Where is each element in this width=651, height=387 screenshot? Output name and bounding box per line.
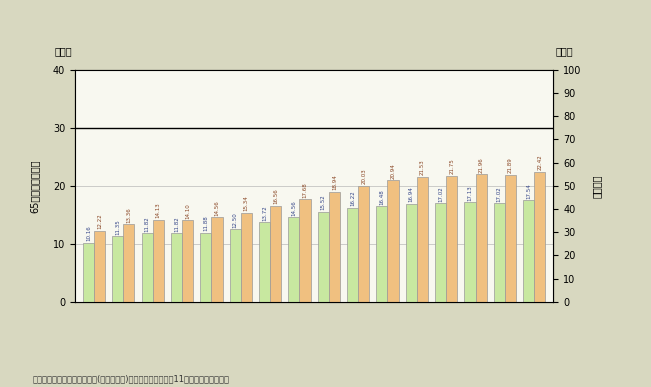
Text: 83.59: 83.59 xyxy=(408,99,426,104)
Bar xyxy=(376,206,387,302)
Bar xyxy=(230,229,241,302)
Bar xyxy=(212,217,223,302)
Text: 20.03: 20.03 xyxy=(361,168,367,184)
Text: 80.48: 80.48 xyxy=(290,106,308,111)
Text: 15.52: 15.52 xyxy=(321,195,326,210)
Text: （年）: （年） xyxy=(556,46,574,56)
Text: 77.10: 77.10 xyxy=(496,113,514,118)
Text: 71.73: 71.73 xyxy=(232,127,249,132)
Bar xyxy=(112,236,123,302)
Text: 11.35: 11.35 xyxy=(115,219,120,235)
Bar xyxy=(523,200,534,302)
Bar xyxy=(141,233,152,302)
Text: 17.54: 17.54 xyxy=(526,183,531,199)
Bar xyxy=(288,217,299,302)
Text: 11.88: 11.88 xyxy=(203,216,208,231)
Text: （年）: （年） xyxy=(55,46,72,56)
Text: 50.06: 50.06 xyxy=(85,177,103,182)
Text: 76.89: 76.89 xyxy=(232,115,249,120)
Bar xyxy=(123,224,135,302)
Text: 12.50: 12.50 xyxy=(232,212,238,228)
Text: 76.38: 76.38 xyxy=(379,115,396,120)
Text: 平均寿命: 平均寿命 xyxy=(591,174,602,197)
Text: 18.94: 18.94 xyxy=(332,175,337,190)
Bar xyxy=(241,213,252,302)
Text: 16.56: 16.56 xyxy=(273,188,278,204)
Text: 63.60: 63.60 xyxy=(115,146,132,151)
Bar xyxy=(259,222,270,302)
Bar xyxy=(464,202,476,302)
Text: 67.75: 67.75 xyxy=(115,136,132,141)
Text: 20.94: 20.94 xyxy=(391,163,396,179)
Bar xyxy=(417,177,428,302)
Text: 77.72: 77.72 xyxy=(525,113,544,118)
Text: 77.01: 77.01 xyxy=(408,114,426,119)
Bar xyxy=(329,192,340,302)
Text: 16.22: 16.22 xyxy=(350,190,355,206)
Bar xyxy=(387,180,398,302)
Text: 16.48: 16.48 xyxy=(380,189,385,205)
Bar xyxy=(83,243,94,302)
Text: 17.68: 17.68 xyxy=(303,182,307,198)
Text: 17.13: 17.13 xyxy=(467,185,473,201)
Bar xyxy=(171,233,182,302)
Bar xyxy=(94,231,105,302)
Bar xyxy=(406,204,417,302)
Bar xyxy=(299,199,311,302)
Text: 21.89: 21.89 xyxy=(508,158,513,173)
Bar xyxy=(446,176,458,302)
Text: 10.16: 10.16 xyxy=(86,226,91,241)
Bar xyxy=(435,203,446,302)
Bar xyxy=(534,172,546,302)
Bar xyxy=(476,175,487,302)
Text: 14.13: 14.13 xyxy=(156,203,161,218)
Text: 14.10: 14.10 xyxy=(185,203,190,219)
Text: 14.56: 14.56 xyxy=(292,200,296,216)
Text: 13.72: 13.72 xyxy=(262,205,267,221)
Text: 83.99: 83.99 xyxy=(496,97,514,102)
Text: 21.96: 21.96 xyxy=(478,157,484,173)
Text: 22.42: 22.42 xyxy=(537,154,542,170)
Bar xyxy=(201,233,212,302)
Bar xyxy=(152,220,164,302)
Bar xyxy=(358,186,369,302)
Text: 14.56: 14.56 xyxy=(214,200,219,216)
Bar xyxy=(318,212,329,302)
Text: 53.96: 53.96 xyxy=(85,168,103,173)
Text: 65歳時の平均余命: 65歳時の平均余命 xyxy=(29,159,39,212)
Text: 17.02: 17.02 xyxy=(497,186,502,202)
Text: 15.34: 15.34 xyxy=(243,195,249,211)
Bar xyxy=(493,203,505,302)
Text: 77.19: 77.19 xyxy=(437,114,455,119)
Text: 83.82: 83.82 xyxy=(437,98,455,103)
Bar xyxy=(505,175,516,302)
Text: 77.16: 77.16 xyxy=(467,114,484,119)
Text: 67.74: 67.74 xyxy=(173,136,191,141)
Text: 74.78: 74.78 xyxy=(290,120,309,125)
Text: 11.82: 11.82 xyxy=(174,216,179,232)
Text: 82.85: 82.85 xyxy=(379,99,396,104)
Text: 17.02: 17.02 xyxy=(438,186,443,202)
Text: 72.92: 72.92 xyxy=(173,124,191,129)
Bar xyxy=(270,206,281,302)
Text: 16.94: 16.94 xyxy=(409,186,414,202)
Bar xyxy=(347,208,358,302)
Text: 12.22: 12.22 xyxy=(97,214,102,229)
Text: 資料：厘生労働省「生命表」(完全生命表)、ただし、平成８～11年は「簡易生命表」: 資料：厘生労働省「生命表」(完全生命表)、ただし、平成８～11年は「簡易生命表」 xyxy=(33,374,230,383)
Text: 11.82: 11.82 xyxy=(145,216,150,232)
Text: 21.75: 21.75 xyxy=(449,158,454,174)
Text: 84.60: 84.60 xyxy=(525,97,543,102)
Text: 13.36: 13.36 xyxy=(126,207,132,223)
Text: 84.01: 84.01 xyxy=(467,98,484,103)
Bar xyxy=(182,220,193,302)
Text: 21.53: 21.53 xyxy=(420,160,425,175)
